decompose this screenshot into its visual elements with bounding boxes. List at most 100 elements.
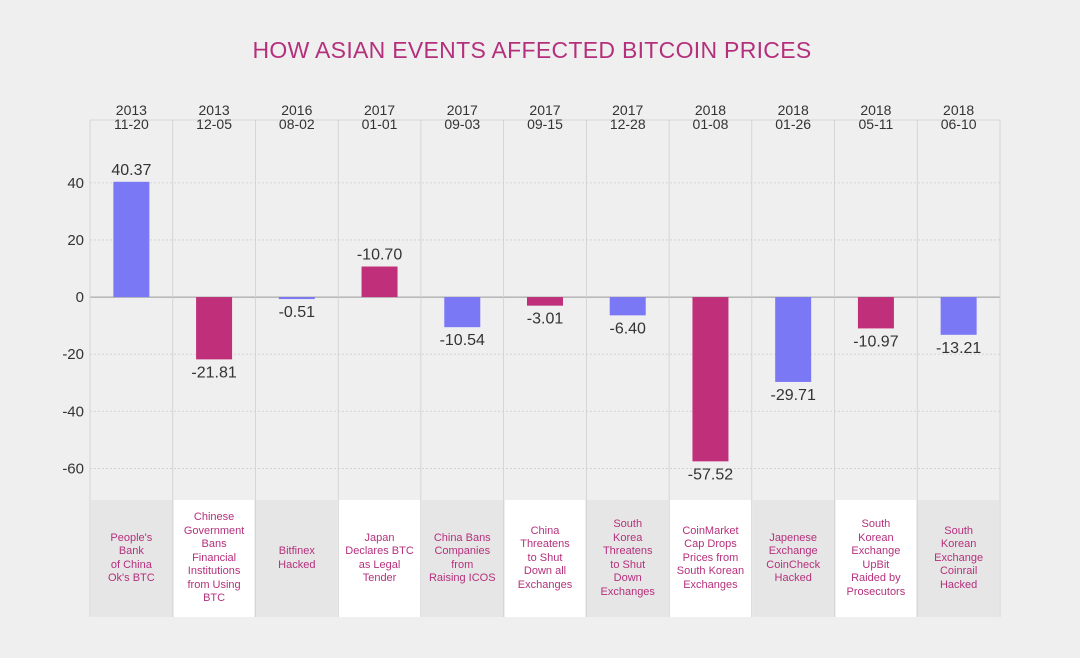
- date-label: 2013 12-05: [196, 102, 232, 132]
- date-label-line: 01-01: [362, 116, 398, 132]
- event-description-line: Bitfinex: [278, 545, 315, 557]
- event-description-line: China: [530, 524, 560, 537]
- date-label-line: 11-20: [114, 116, 149, 132]
- date-label-line: 12-05: [196, 116, 232, 132]
- event-description-line: Korean: [940, 538, 977, 551]
- bar: [278, 297, 315, 300]
- event-description-line: Korean: [858, 531, 894, 544]
- event-description-line: Companies: [434, 545, 491, 557]
- value-label: -10.97: [853, 333, 898, 350]
- event-description-line: Raising ICOS: [428, 572, 496, 584]
- date-label: 2013 11-20: [114, 102, 149, 132]
- value-label: 40.37: [111, 162, 151, 179]
- value-label: -0.51: [279, 304, 316, 321]
- bar: [775, 297, 812, 382]
- event-description-line: Bank: [118, 545, 144, 557]
- event-description: Japenese Exchange CoinCheck Hacked: [752, 500, 834, 617]
- event-description-line: CoinMarket: [682, 524, 739, 537]
- y-tick-label: -20: [62, 346, 84, 363]
- date-label: 2017 12-28: [610, 102, 646, 132]
- event-description: People's Bank of China Ok's BTC: [91, 500, 172, 617]
- bar: [361, 266, 398, 298]
- event-description-text: Chinese Government Bans Financial Institutio…: [184, 511, 245, 606]
- event-description-line: Bans: [201, 538, 227, 551]
- event-description-line: Exchanges: [683, 578, 738, 591]
- date-label-line: 2013: [199, 102, 230, 118]
- event-description: South Korea Threatens to Shut Down Exchanges: [587, 500, 669, 617]
- date-label-line: 2018: [695, 102, 726, 118]
- value-label: -6.40: [609, 320, 646, 337]
- event-description-line: BTC: [203, 592, 226, 605]
- event-description-line: South: [944, 524, 973, 537]
- event-description-text: South Korean Exchange UpBit Raided by Prosecu…: [847, 518, 906, 599]
- date-label: 2017 09-03: [444, 102, 480, 132]
- event-description-line: UpBit: [862, 558, 890, 571]
- date-label-line: 2017: [612, 102, 643, 118]
- bars-layer: [113, 181, 977, 462]
- y-tick-label: 0: [76, 289, 84, 306]
- date-label: 2018 06-10: [941, 102, 977, 132]
- date-label-line: 01-08: [693, 116, 729, 132]
- value-label: -21.81: [191, 364, 236, 381]
- event-description-text: China Bans Companies from Raising ICOS: [429, 532, 496, 586]
- date-label-line: 09-03: [444, 116, 480, 132]
- event-description: South Korean Exchange Coinrail Hacked: [918, 500, 999, 617]
- event-description: CoinMarket Cap Drops Prices from South Kore…: [670, 500, 751, 617]
- event-description-text: Japan Declares BTC as Legal Tender: [345, 532, 413, 586]
- event-description-line: South: [613, 518, 643, 530]
- y-tick-label: -60: [62, 460, 84, 477]
- event-description-line: Tender: [362, 572, 397, 584]
- date-label-line: 05-11: [859, 116, 894, 132]
- bar: [527, 297, 563, 306]
- event-description-line: Threatens: [520, 538, 570, 551]
- y-tick-label: 40: [67, 175, 84, 192]
- value-label: -3.01: [527, 311, 564, 328]
- event-description-line: Institutions: [187, 565, 241, 578]
- event-description-line: CoinCheck: [766, 558, 821, 571]
- event-description-line: Ok's BTC: [108, 572, 155, 584]
- bar: [692, 297, 729, 462]
- event-description-line: Exchange: [768, 545, 818, 557]
- event-description-line: to Shut: [610, 558, 646, 571]
- event-description-line: Down: [613, 572, 642, 584]
- event-description-line: Declares BTC: [345, 545, 414, 557]
- date-label-line: 09-15: [527, 116, 563, 132]
- event-description-line: Raided by: [851, 572, 901, 584]
- event-description-line: Japenese: [769, 531, 818, 544]
- bar: [940, 297, 977, 335]
- date-label: 2017 09-15: [527, 102, 563, 132]
- event-description-line: Japan: [364, 531, 395, 544]
- y-tick-label: 20: [67, 232, 84, 249]
- event-description-line: Hacked: [278, 558, 316, 571]
- event-description-line: of China: [110, 558, 152, 571]
- event-description-line: Hacked: [939, 578, 978, 591]
- event-description-line: from Using: [187, 578, 241, 591]
- y-tick-label: -40: [62, 403, 84, 420]
- event-description-line: Cap Drops: [684, 538, 737, 551]
- date-label: 2018 01-08: [693, 102, 729, 132]
- date-label-line: 12-28: [610, 116, 646, 132]
- bar: [444, 297, 481, 328]
- grid-layer: [89, 119, 1001, 617]
- event-description-line: Korea: [613, 531, 643, 544]
- date-label-line: 2018: [943, 102, 974, 118]
- date-label: 2018 05-11: [859, 102, 894, 132]
- chart-title: HOW ASIAN EVENTS AFFECTED BITCOIN PRICES: [253, 37, 812, 63]
- event-description-line: Chinese: [193, 511, 235, 524]
- event-description-line: Government: [183, 524, 245, 537]
- date-label: 2017 01-01: [362, 102, 398, 132]
- event-description-text: Japenese Exchange CoinCheck Hacked: [766, 532, 820, 586]
- event-description: China Threatens to Shut Down all Exchanges: [504, 500, 586, 617]
- event-description: China Bans Companies from Raising ICOS: [421, 500, 503, 617]
- event-description: South Korean Exchange UpBit Raided by Prosecu…: [835, 500, 917, 617]
- value-label: -10.54: [440, 332, 485, 349]
- date-label-line: 2017: [447, 102, 478, 118]
- event-description-text: China Threatens to Shut Down all Exchanges: [518, 525, 572, 593]
- event-description-line: Prices from: [682, 551, 739, 564]
- date-label-line: 01-26: [775, 116, 811, 132]
- event-description-line: Financial: [192, 551, 237, 564]
- value-label: -10.70: [357, 247, 402, 264]
- date-label-line: 06-10: [941, 116, 977, 132]
